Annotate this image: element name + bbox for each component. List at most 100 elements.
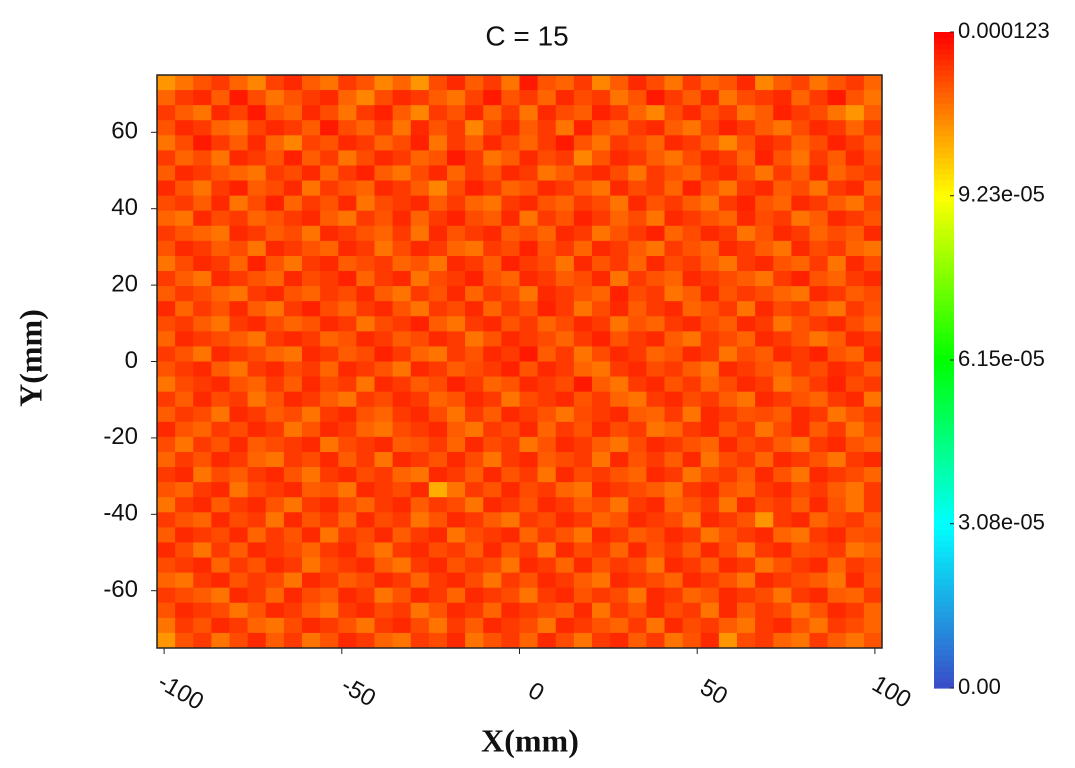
heatmap-cell <box>320 587 339 604</box>
heatmap-cell <box>338 255 357 272</box>
heatmap-cell <box>229 406 249 423</box>
heatmap-cell <box>519 255 539 272</box>
heatmap-cell <box>700 240 720 257</box>
heatmap-cell <box>555 467 575 483</box>
heatmap-cell <box>211 271 230 287</box>
heatmap-cell <box>265 301 285 317</box>
heatmap-cell <box>211 467 230 483</box>
heatmap-cell <box>809 512 829 528</box>
heatmap-cell <box>791 572 810 589</box>
heatmap-cell <box>410 195 430 212</box>
heatmap-cell <box>175 391 194 408</box>
heatmap-cell <box>302 467 321 483</box>
heatmap-cell <box>338 421 357 438</box>
heatmap-cell <box>555 632 575 649</box>
heatmap-cell <box>410 301 430 317</box>
heatmap-cell <box>664 617 684 634</box>
heatmap-cell <box>410 527 430 543</box>
heatmap-cell <box>845 617 865 634</box>
heatmap-cell <box>755 572 774 589</box>
heatmap-cell <box>791 150 810 166</box>
heatmap-cell <box>628 587 647 604</box>
heatmap-cell <box>465 617 484 634</box>
heatmap-cell <box>465 150 484 166</box>
heatmap-cell <box>193 105 212 121</box>
heatmap-cell <box>519 602 539 619</box>
heatmap-cell <box>338 436 357 453</box>
heatmap-cell <box>573 482 593 498</box>
heatmap-cell <box>392 451 412 468</box>
heatmap-cell <box>410 376 430 393</box>
heatmap-cell <box>193 467 212 483</box>
heatmap-cell <box>483 75 502 91</box>
heatmap-cell <box>700 617 720 634</box>
heatmap-cell <box>265 467 285 483</box>
heatmap-cell <box>447 90 466 106</box>
heatmap-cell <box>283 527 303 543</box>
heatmap-cell <box>157 467 176 483</box>
heatmap-cell <box>555 75 575 91</box>
heatmap-cell <box>573 617 593 634</box>
heatmap-cell <box>320 346 339 362</box>
heatmap-cell <box>338 105 357 121</box>
heatmap-cell <box>374 497 394 513</box>
heatmap-cell <box>483 482 502 498</box>
heatmap-cell <box>610 617 629 634</box>
heatmap-cell <box>447 180 466 197</box>
heatmap-cell <box>283 467 303 483</box>
heatmap-cell <box>392 391 412 408</box>
heatmap-cell <box>247 376 267 393</box>
heatmap-cell <box>283 617 303 634</box>
heatmap-cell <box>718 512 738 528</box>
heatmap-cell <box>356 120 375 136</box>
heatmap-cell <box>628 557 647 574</box>
heatmap-cell <box>573 225 593 242</box>
heatmap-cell <box>356 587 375 604</box>
heatmap-cell <box>592 542 611 559</box>
heatmap-cell <box>501 90 520 106</box>
heatmap-cell <box>863 376 883 393</box>
heatmap-cell <box>175 165 194 182</box>
heatmap-cell <box>628 271 647 287</box>
heatmap-cell <box>700 286 720 302</box>
colorbar-segment <box>934 97 954 104</box>
heatmap-cell <box>755 406 774 423</box>
heatmap-cell <box>356 346 375 362</box>
heatmap-cell <box>519 527 539 543</box>
heatmap-cell <box>610 557 629 574</box>
heatmap-cell <box>392 301 412 317</box>
heatmap-cell <box>374 436 394 453</box>
heatmap-cell <box>265 150 285 166</box>
heatmap-cell <box>247 331 267 347</box>
heatmap-cell <box>700 135 720 151</box>
colorbar-segment <box>934 370 954 377</box>
heatmap-cell <box>428 135 448 151</box>
heatmap-cell <box>628 165 647 182</box>
heatmap-cell <box>737 557 756 574</box>
heatmap-cell <box>483 451 502 468</box>
heatmap-cell <box>175 195 194 212</box>
heatmap-cell <box>555 331 575 347</box>
heatmap-cell <box>809 180 829 197</box>
heatmap-cell <box>592 210 611 227</box>
colorbar-segment <box>934 283 954 290</box>
heatmap-cell <box>573 632 593 649</box>
heatmap-cell <box>755 195 774 212</box>
heatmap-cell <box>773 150 792 166</box>
heatmap-cell <box>265 331 285 347</box>
heatmap-cell <box>682 150 702 166</box>
heatmap-cell <box>157 165 176 182</box>
heatmap-cell <box>718 135 738 151</box>
heatmap-cell <box>537 225 557 242</box>
heatmap-cell <box>338 497 357 513</box>
heatmap-cell <box>374 557 394 574</box>
heatmap-cell <box>700 195 720 212</box>
heatmap-cell <box>773 376 792 393</box>
heatmap-cell <box>483 195 502 212</box>
heatmap-cell <box>537 255 557 272</box>
heatmap-cell <box>302 195 321 212</box>
heatmap-cell <box>283 255 303 272</box>
heatmap-cell <box>519 482 539 498</box>
heatmap-cell <box>302 376 321 393</box>
heatmap-cell <box>283 180 303 197</box>
